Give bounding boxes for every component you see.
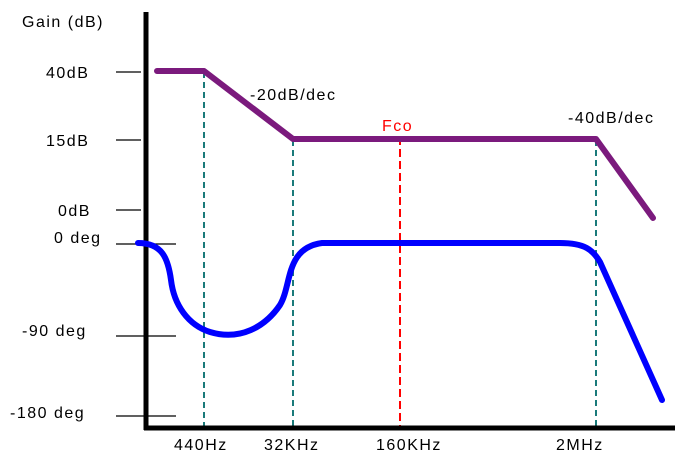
gain-tick-label: 0dB	[58, 203, 91, 220]
gain-tick-label: 15dB	[46, 133, 89, 150]
phase-tick-label: -180 deg	[10, 405, 85, 422]
gain-curve	[154, 68, 656, 221]
x-tick-label: 2MHz	[556, 437, 604, 454]
x-tick-label: 32KHz	[264, 437, 320, 454]
phase-tick-label: 0 deg	[54, 230, 102, 247]
slope-annotation-40db: -40dB/dec	[568, 110, 654, 127]
x-tick-label: 160KHz	[376, 437, 442, 454]
phase-tick-label: -90 deg	[22, 323, 87, 340]
x-tick-label: 440Hz	[174, 437, 228, 454]
crossover-label: Fco	[382, 118, 413, 135]
gain-tick-label: 40dB	[46, 65, 89, 82]
y-axis-title: Gain (dB)	[22, 14, 104, 31]
slope-annotation-20db: -20dB/dec	[250, 87, 336, 104]
phase-curve	[135, 240, 665, 403]
